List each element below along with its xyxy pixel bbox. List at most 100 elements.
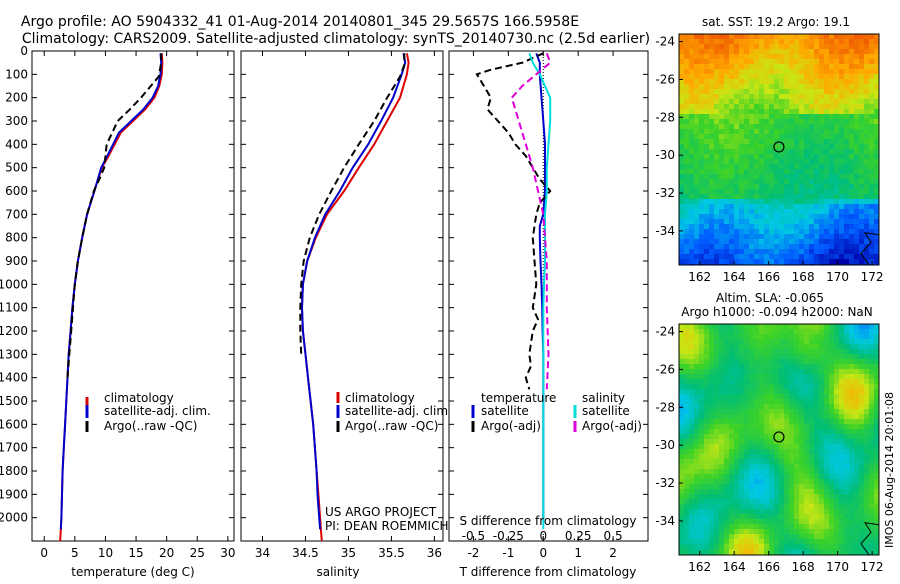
heatmap-cell <box>774 349 780 355</box>
heatmap-cell <box>679 519 685 525</box>
heatmap-cell <box>779 419 785 425</box>
heatmap-cell <box>859 479 865 485</box>
heatmap-cell <box>739 94 745 100</box>
heatmap-cell <box>784 134 790 140</box>
heatmap-cell <box>769 149 775 155</box>
heatmap-cell <box>854 499 860 505</box>
heatmap-cell <box>684 64 690 70</box>
heatmap-cell <box>774 419 780 425</box>
heatmap-cell <box>804 324 810 330</box>
heatmap-cell <box>819 439 825 445</box>
heatmap-cell <box>839 174 845 180</box>
heatmap-cell <box>784 244 790 250</box>
heatmap-cell <box>794 94 800 100</box>
heatmap-cell <box>804 189 810 195</box>
heatmap-cell <box>794 474 800 480</box>
heatmap-cell <box>689 329 695 335</box>
heatmap-cell <box>709 84 715 90</box>
heatmap-cell <box>754 119 760 125</box>
heatmap-cell <box>759 109 765 115</box>
heatmap-cell <box>819 399 825 405</box>
heatmap-cell <box>814 244 820 250</box>
heatmap-cell <box>684 494 690 500</box>
heatmap-cell <box>829 129 835 135</box>
legend-climatology-label: climatology <box>345 391 415 405</box>
heatmap-cell <box>724 459 730 465</box>
heatmap-cell <box>699 459 705 465</box>
heatmap-cell <box>819 249 825 255</box>
heatmap-cell <box>809 204 815 210</box>
heatmap-cell <box>679 529 685 535</box>
heatmap-cell <box>804 529 810 535</box>
heatmap-cell <box>819 114 825 120</box>
heatmap-cell <box>709 459 715 465</box>
heatmap-cell <box>754 179 760 185</box>
heatmap-cell <box>709 329 715 335</box>
heatmap-cell <box>844 209 850 215</box>
heatmap-cell <box>834 204 840 210</box>
heatmap-cell <box>709 489 715 495</box>
heatmap-cell <box>684 199 690 205</box>
heatmap-cell <box>699 534 705 540</box>
heatmap-cell <box>679 239 685 245</box>
heatmap-cell <box>739 374 745 380</box>
heatmap-cell <box>734 49 740 55</box>
heatmap-cell <box>709 144 715 150</box>
heatmap-cell <box>849 389 855 395</box>
heatmap-cell <box>684 189 690 195</box>
heatmap-cell <box>724 439 730 445</box>
heatmap-cell <box>774 159 780 165</box>
heatmap-cell <box>769 34 775 40</box>
heatmap-cell <box>819 234 825 240</box>
heatmap-cell <box>744 349 750 355</box>
heatmap-cell <box>844 414 850 420</box>
heatmap-cell <box>829 64 835 70</box>
heatmap-cell <box>789 79 795 85</box>
heatmap-cell <box>804 459 810 465</box>
heatmap-cell <box>804 124 810 130</box>
heatmap-cell <box>754 99 760 105</box>
heatmap-cell <box>694 344 700 350</box>
heatmap-cell <box>719 394 725 400</box>
heatmap-cell <box>789 349 795 355</box>
heatmap-cell <box>869 519 875 525</box>
heatmap-cell <box>749 119 755 125</box>
heatmap-cell <box>799 344 805 350</box>
heatmap-cell <box>709 444 715 450</box>
heatmap-cell <box>834 124 840 130</box>
heatmap-cell <box>689 509 695 515</box>
heatmap-cell <box>759 239 765 245</box>
heatmap-cell <box>699 349 705 355</box>
heatmap-cell <box>829 254 835 260</box>
heatmap-cell <box>869 234 875 240</box>
heatmap-cell <box>774 424 780 430</box>
heatmap-cell <box>754 424 760 430</box>
heatmap-cell <box>759 439 765 445</box>
heatmap-cell <box>784 129 790 135</box>
heatmap-cell <box>844 549 850 555</box>
heatmap-cell <box>769 64 775 70</box>
heatmap-cell <box>859 504 865 510</box>
heatmap-cell <box>834 104 840 110</box>
heatmap-cell <box>824 524 830 530</box>
heatmap-cell <box>774 429 780 435</box>
heatmap-cell <box>749 519 755 525</box>
heatmap-cell <box>794 339 800 345</box>
heatmap-cell <box>724 59 730 65</box>
legend-satellite-label: satellite-adj. clim. <box>345 404 452 418</box>
heatmap-cell <box>794 384 800 390</box>
heatmap-cell <box>739 209 745 215</box>
heatmap-cell <box>774 534 780 540</box>
heatmap-cell <box>864 254 870 260</box>
heatmap-cell <box>769 39 775 45</box>
heatmap-cell <box>744 149 750 155</box>
heatmap-cell <box>689 154 695 160</box>
heatmap-cell <box>864 134 870 140</box>
heatmap-cell <box>749 174 755 180</box>
heatmap-cell <box>859 529 865 535</box>
heatmap-cell <box>739 384 745 390</box>
heatmap-cell <box>864 384 870 390</box>
heatmap-cell <box>729 114 735 120</box>
heatmap-cell <box>679 249 685 255</box>
heatmap-cell <box>874 444 879 450</box>
